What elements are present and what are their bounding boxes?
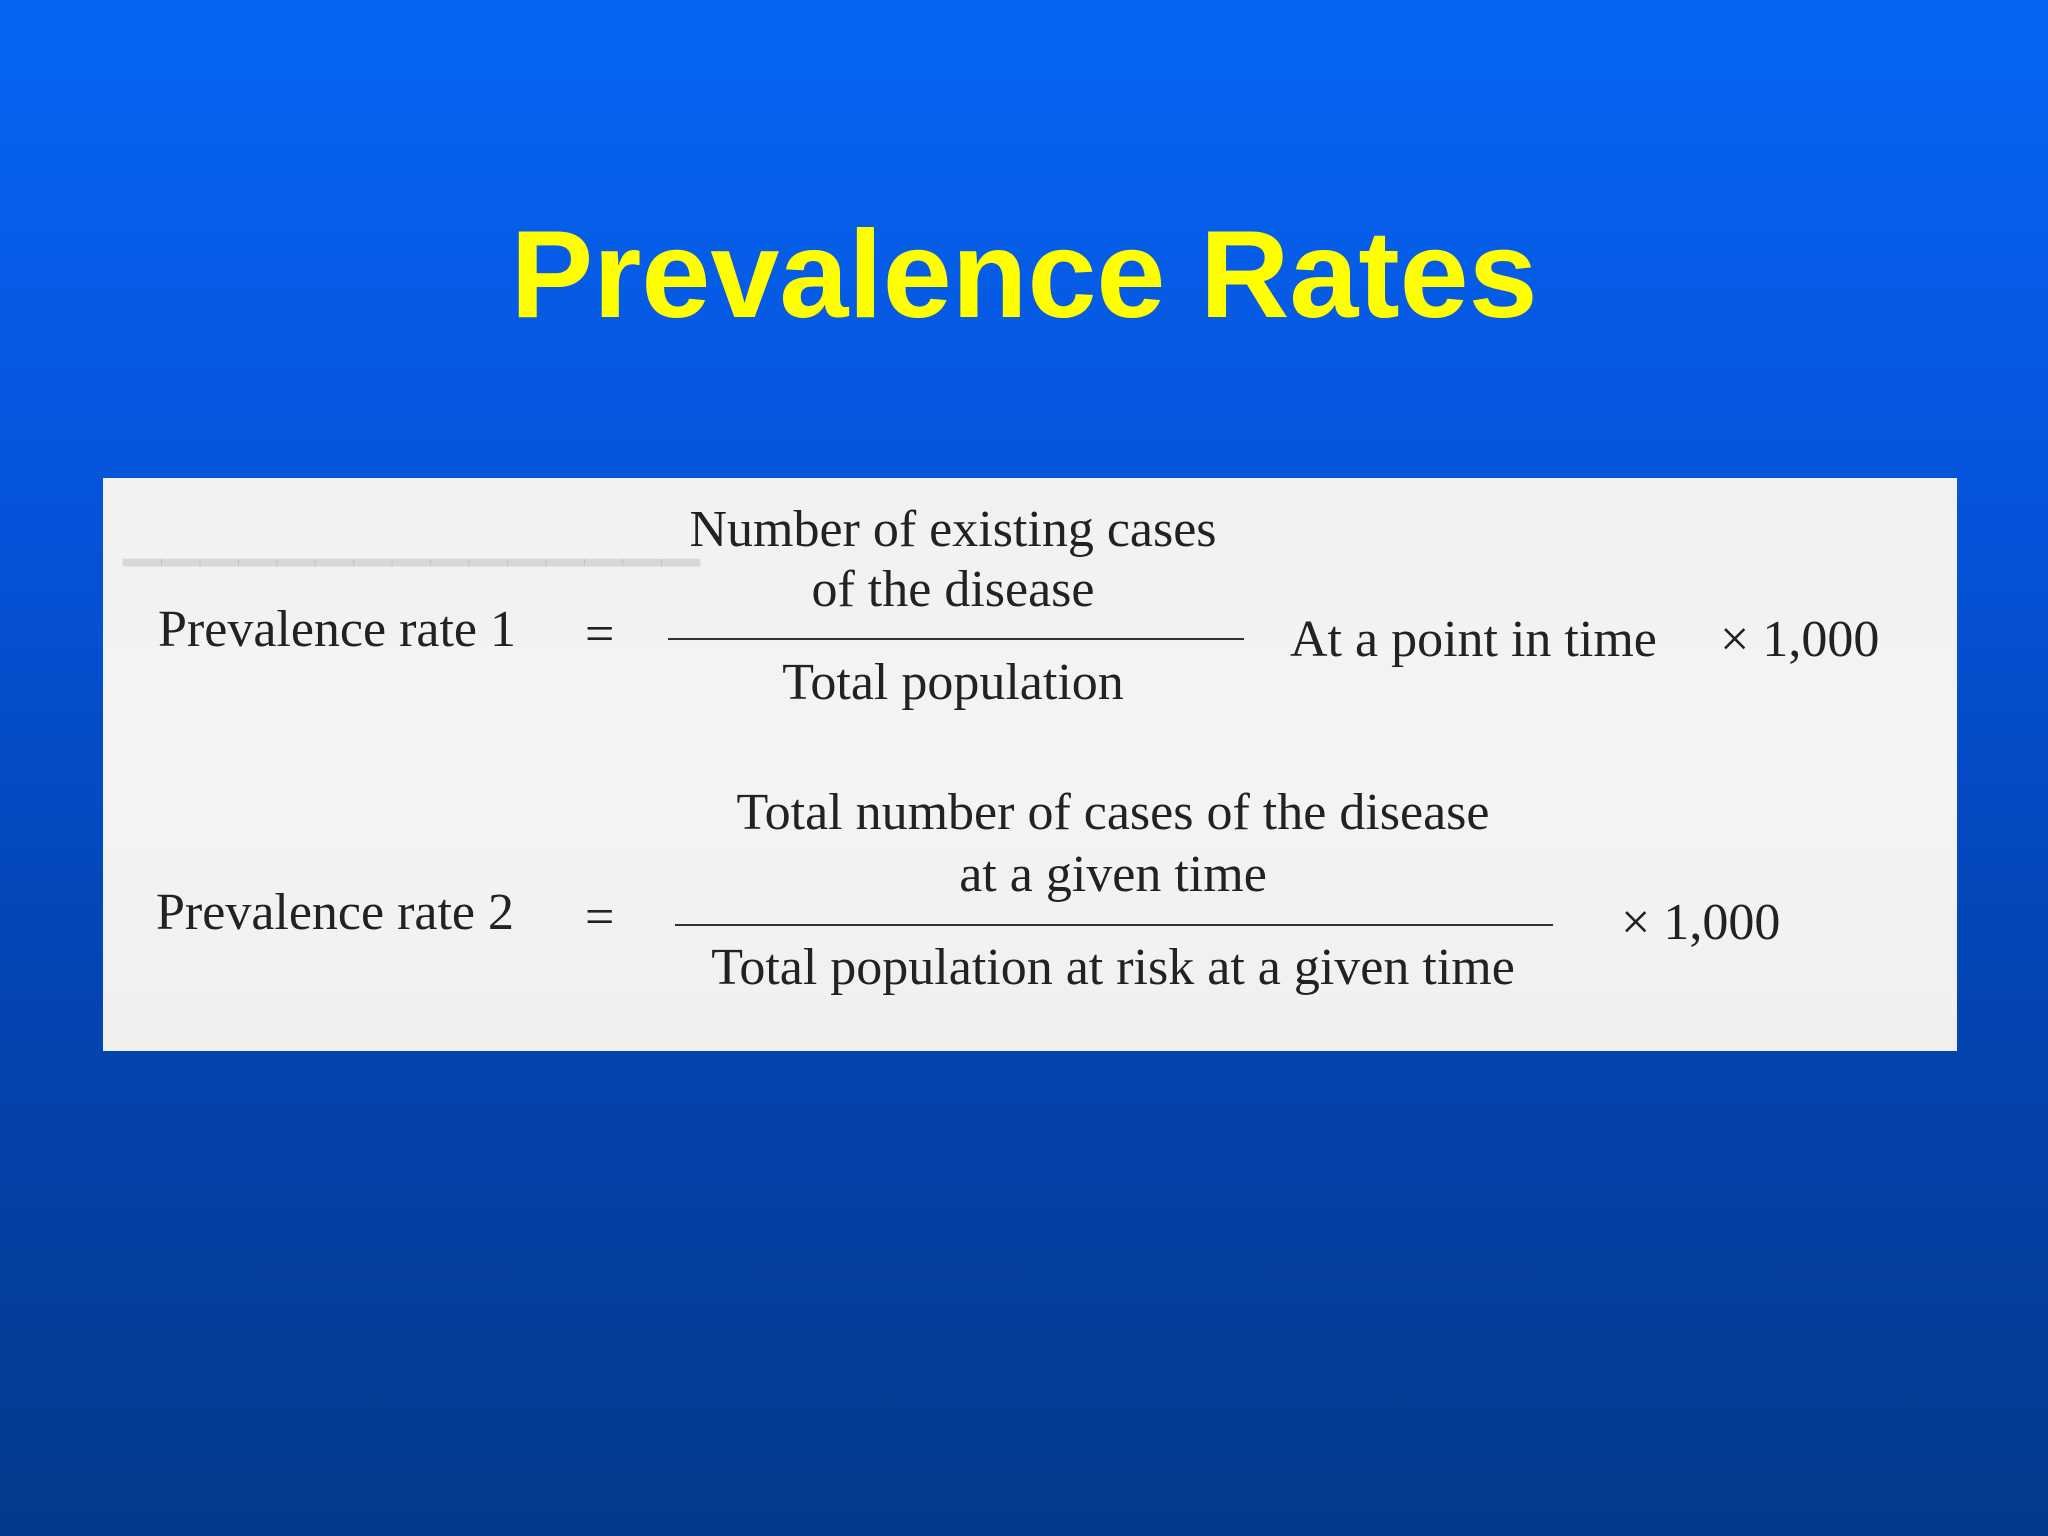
formula-2-equals: = bbox=[585, 889, 615, 946]
formula-2-label: Prevalence rate 2 bbox=[156, 884, 515, 941]
formula-1-equals: = bbox=[585, 606, 615, 663]
formula-1-multiplier: × 1,000 bbox=[1720, 611, 1880, 668]
formula-2-denominator: Total population at risk at a given time bbox=[711, 939, 1515, 996]
formula-2-numerator-line-1: Total number of cases of the disease bbox=[736, 784, 1490, 841]
formula-1-numerator-line-1: Number of existing cases bbox=[689, 501, 1217, 558]
formula-image-panel: ▁▁▁▁▁▁▁▁▁▁▁▁▁▁▁ Prevalence rate 1 = Numb… bbox=[103, 478, 1957, 1051]
bleed-through-texture: ▁▁▁▁▁▁▁▁▁▁▁▁▁▁▁ bbox=[123, 509, 700, 565]
formula-2-multiplier: × 1,000 bbox=[1621, 894, 1781, 951]
formula-2-numerator-line-2: at a given time bbox=[959, 846, 1267, 903]
formula-1-numerator-line-2: of the disease bbox=[811, 561, 1095, 618]
formula-1-qualifier: At a point in time bbox=[1290, 611, 1657, 668]
formula-2-fraction-bar bbox=[675, 924, 1553, 926]
formula-1-denominator: Total population bbox=[782, 654, 1124, 711]
formula-1-label: Prevalence rate 1 bbox=[158, 601, 517, 658]
slide-title: Prevalence Rates bbox=[510, 206, 1538, 344]
formula-1-fraction-bar bbox=[668, 638, 1244, 640]
